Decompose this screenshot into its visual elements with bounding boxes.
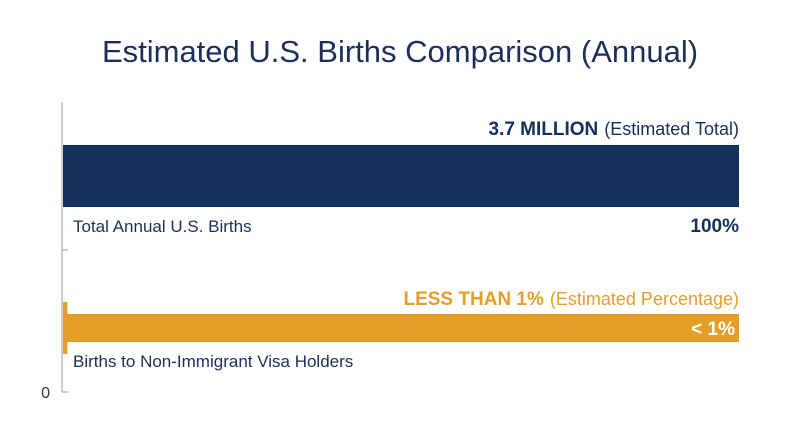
bar-band-1: [64, 314, 739, 342]
data-label-strong-0: 3.7 MILLION: [488, 119, 598, 140]
bar-0: [63, 145, 739, 207]
percent-label-0: 100%: [690, 216, 739, 237]
percent-label-1: < 1%: [691, 319, 735, 340]
data-label-light-0: (Estimated Total): [604, 119, 739, 139]
category-label-0: Total Annual U.S. Births: [73, 217, 252, 236]
chart-title: Estimated U.S. Births Comparison (Annual…: [102, 34, 698, 69]
bar-1: [63, 302, 68, 354]
data-label-strong-1: LESS THAN 1%: [403, 289, 544, 310]
y-axis: [61, 102, 68, 393]
x-tick-label: 0: [41, 385, 50, 402]
data-label-1: LESS THAN 1% (Estimated Percentage): [403, 289, 739, 310]
data-label-light-1: (Estimated Percentage): [550, 289, 739, 309]
category-label-1: Births to Non-Immigrant Visa Holders: [73, 352, 353, 371]
data-label-0: 3.7 MILLION (Estimated Total): [488, 119, 739, 140]
